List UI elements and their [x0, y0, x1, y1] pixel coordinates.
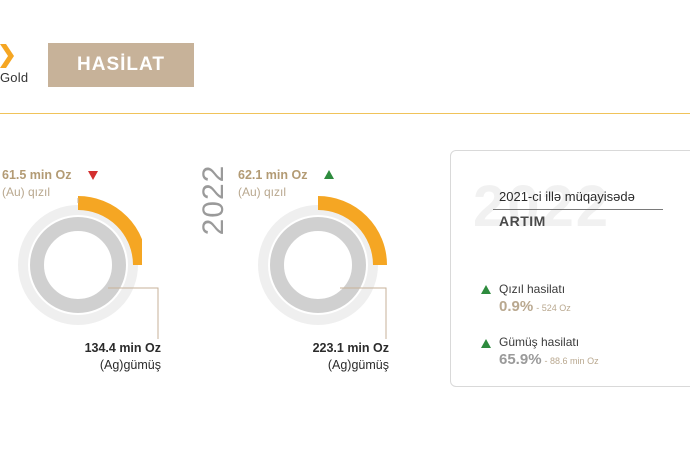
- comparison-title: 2021-ci illə müqayisədə: [499, 189, 635, 204]
- comparison-card: 2022 2021-ci illə müqayisədə ARTIM Qızıl…: [450, 150, 690, 387]
- silver-production-label: Gümüş hasilatı: [499, 335, 580, 349]
- comparison-divider: [493, 209, 663, 210]
- donut-chart-right: [258, 196, 387, 325]
- gold-production-label: Qızıl hasilatı: [499, 282, 566, 296]
- gold-sub-left: (Au) qızıl: [2, 185, 51, 199]
- donut-silver-ring: [30, 217, 126, 313]
- gold-production-detail: - 524 Oz: [536, 303, 571, 313]
- trend-up-icon: [324, 170, 334, 179]
- gold-production-percent: 0.9%: [499, 298, 534, 315]
- page-title: HASİLAT: [77, 54, 165, 75]
- silver-production-detail: - 88.6 min Oz: [544, 356, 599, 366]
- page-title-box: HASİLAT: [48, 43, 194, 87]
- donut-chart-left: [18, 196, 142, 325]
- logo-chevron-icon: [0, 44, 14, 68]
- silver-production-stat: 65.9% - 88.6 min Oz: [499, 351, 599, 368]
- logo-text: Gold: [0, 70, 29, 85]
- trend-up-icon: [481, 285, 491, 294]
- silver-value-right: 223.1 min Oz: [312, 341, 389, 355]
- gold-production-stat: 0.9% - 524 Oz: [499, 298, 571, 315]
- silver-sub-right: (Ag)gümüş: [327, 358, 389, 372]
- trend-up-icon: [481, 339, 491, 348]
- year-label-vertical: 2022: [197, 164, 230, 236]
- donut-gold-arc: [317, 196, 387, 266]
- silver-sub-left: (Ag)gümüş: [99, 358, 161, 372]
- gold-value-right: 62.1 min Oz: [238, 168, 308, 182]
- gold-sub-right: (Au) qızıl: [238, 185, 287, 199]
- comparison-result: ARTIM: [499, 213, 546, 229]
- donut-silver-ring: [270, 217, 366, 313]
- company-logo: Gold: [0, 40, 40, 90]
- silver-value-left: 134.4 min Oz: [84, 341, 161, 355]
- donut-gold-arc: [77, 196, 142, 266]
- gold-value-left: 61.5 min Oz: [2, 168, 72, 182]
- silver-leader-left: [108, 287, 159, 339]
- silver-leader-right: [340, 287, 387, 339]
- silver-production-percent: 65.9%: [499, 351, 542, 368]
- trend-down-icon: [88, 171, 98, 180]
- year-watermark: 2022: [473, 174, 611, 239]
- header-divider: [0, 113, 690, 114]
